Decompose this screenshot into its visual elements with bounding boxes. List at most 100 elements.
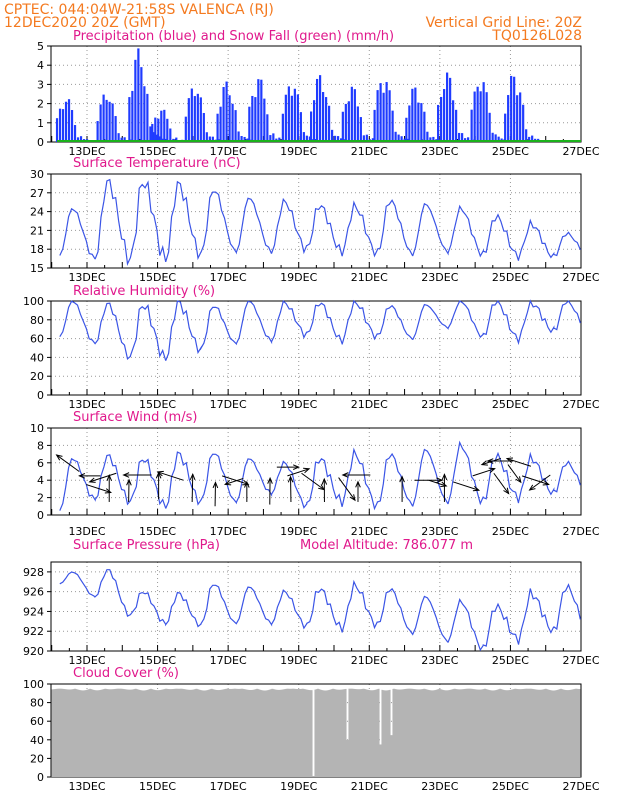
temp-ytick-label: 27 — [30, 187, 44, 200]
precip-bar — [128, 97, 131, 142]
wind-xtick-label: 21DEC — [351, 525, 388, 538]
rh-ytick-label: 0 — [37, 389, 44, 402]
cloud-ytick-label: 100 — [23, 678, 44, 691]
precip-bar — [376, 90, 379, 142]
precip-bar — [272, 133, 275, 142]
precip-bar — [196, 93, 199, 142]
precip-bar — [458, 132, 461, 142]
wind-xtick-label: 13DEC — [68, 525, 105, 538]
precip-bar — [105, 99, 108, 142]
temp-xtick-label: 13DEC — [68, 271, 105, 284]
wind-arrow-head — [505, 457, 514, 463]
precip-bar — [467, 137, 470, 142]
pres-title: Surface Pressure (hPa) — [73, 538, 220, 553]
cloud-xtick-label: 21DEC — [351, 780, 388, 793]
precip-bar — [131, 90, 134, 142]
temp-xtick-label: 17DEC — [210, 271, 247, 284]
wind-arrow-head — [122, 472, 130, 478]
wind-arrow-head — [156, 470, 164, 477]
temp-panel: 13DEC 15DEC 17DEC 19DEC 21DEC 23DEC 25DEC 27DEC… — [30, 156, 600, 284]
wind-arrow-head — [212, 481, 219, 489]
precip-panel: 13DEC 15DEC 17DEC 19DEC 21DEC 23DEC 25DEC 27DEC… — [37, 29, 600, 158]
precip-ytick-label: 4 — [37, 59, 44, 72]
precip-bar — [287, 86, 290, 142]
wind-arrow-head — [287, 475, 294, 483]
wind-arrow-head — [88, 477, 96, 483]
wind-arrow-head — [321, 477, 328, 485]
precip-bar — [347, 101, 350, 142]
precip-bar — [408, 105, 411, 142]
precip-xtick-label: 23DEC — [421, 145, 458, 158]
wind-arrow-head — [472, 485, 481, 492]
precip-bar — [330, 129, 334, 142]
precip-bar — [510, 75, 513, 142]
precip-bar — [470, 109, 473, 142]
precip-bar — [405, 117, 408, 142]
precip-bar — [58, 108, 62, 142]
precip-bar — [443, 89, 446, 142]
temp-ytick-label: 21 — [30, 224, 44, 237]
precip-bar — [67, 99, 71, 142]
wind-ytick-label: 0 — [37, 509, 44, 522]
wind-arrow-head — [244, 480, 250, 488]
wind-arrow — [428, 479, 447, 487]
precip-bar — [70, 110, 74, 142]
wind-arrow-head — [55, 454, 63, 461]
precip-bar — [299, 112, 302, 142]
wind-arrow-head — [223, 480, 232, 486]
precip-bar — [504, 113, 507, 142]
cloud-xtick-label: 15DEC — [139, 780, 176, 793]
cloud-xtick-label: 19DEC — [280, 780, 317, 793]
precip-bar — [446, 72, 449, 142]
precip-bar — [79, 136, 83, 142]
precip-bar — [205, 132, 208, 142]
precip-bar — [315, 78, 319, 142]
precip-bar — [327, 105, 331, 142]
precip-ytick-label: 0 — [37, 136, 44, 149]
precip-bar — [362, 135, 365, 142]
temp-ytick-label: 30 — [30, 168, 44, 181]
precip-bar — [64, 101, 68, 142]
rh-ytick-label: 80 — [30, 314, 44, 327]
precip-bar — [55, 118, 59, 142]
precip-bar — [379, 83, 382, 142]
precip-bar — [240, 136, 243, 142]
precip-bar — [281, 113, 284, 142]
precip-bar — [199, 97, 202, 142]
cloud-ytick-label: 80 — [30, 697, 44, 710]
precip-bar — [473, 91, 476, 142]
wind-arrow — [521, 475, 549, 485]
precip-bar — [278, 137, 281, 142]
wind-arrow — [191, 474, 194, 502]
header-station: CPTEC: 044:04W-21:58S VALENCA (RJ) — [4, 2, 274, 18]
wind-ytick-label: 8 — [37, 439, 44, 452]
precip-bar — [397, 134, 400, 142]
precip-bar — [260, 79, 263, 142]
rh-panel: 13DEC 15DEC 17DEC 19DEC 21DEC 23DEC 25DEC 27DEC… — [23, 284, 600, 411]
precip-bar — [169, 128, 172, 142]
wind-series-line — [59, 440, 581, 511]
precip-bar — [202, 112, 205, 142]
pres-xtick-label: 19DEC — [280, 654, 317, 667]
rh-xtick-label: 23DEC — [421, 398, 458, 411]
precip-bar — [263, 98, 266, 142]
precip-bar — [507, 95, 510, 142]
precip-bar — [488, 112, 491, 142]
precip-bar — [143, 86, 146, 142]
wind-arrow — [529, 474, 551, 491]
pres-series-line — [59, 569, 581, 652]
precip-bar — [420, 103, 423, 142]
wind-arrow-head — [78, 473, 86, 479]
precip-bar — [388, 90, 391, 142]
wind-arrow — [453, 481, 480, 491]
precip-bar — [149, 126, 152, 142]
precip-bar — [350, 86, 353, 142]
precip-bar — [482, 82, 485, 142]
temp-ytick-label: 18 — [30, 243, 44, 256]
precip-bar — [485, 92, 488, 142]
precip-bar — [353, 89, 356, 142]
wind-ytick-label: 10 — [30, 422, 44, 435]
precip-bar — [117, 133, 120, 142]
precip-bar — [522, 104, 525, 142]
wind-arrow — [506, 458, 532, 467]
